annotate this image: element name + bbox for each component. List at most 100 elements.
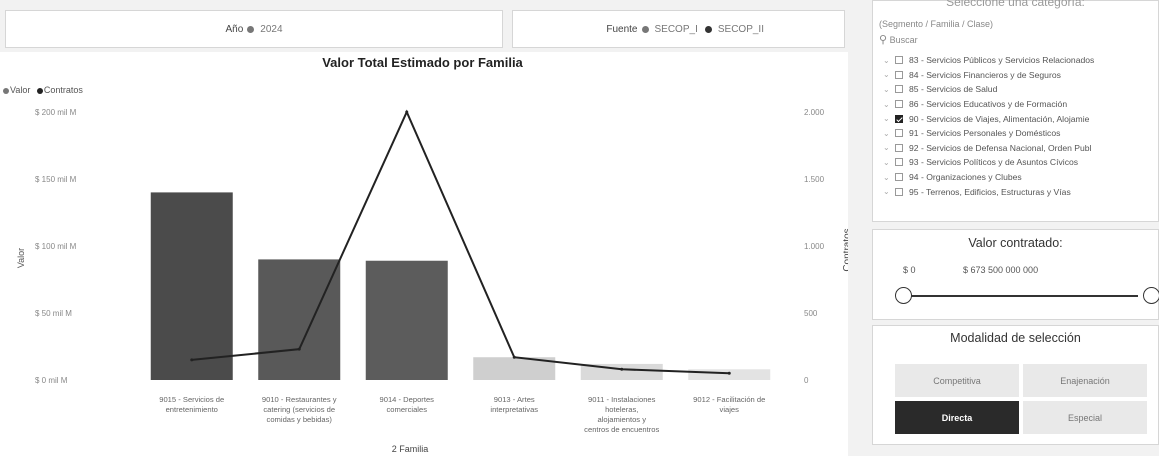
- x-tick-label: 9011 - Instalaciones: [588, 395, 656, 404]
- modalidad-option-especial[interactable]: Especial: [1023, 401, 1147, 434]
- bar-valor[interactable]: [258, 259, 341, 380]
- point-contratos[interactable]: [620, 367, 624, 371]
- category-item[interactable]: ⌄ 95 - Terrenos, Edificios, Estructuras y…: [873, 184, 1158, 199]
- legend-dot-icon: [36, 87, 43, 94]
- category-item-label: 94 - Organizaciones y Clubes: [909, 172, 1022, 183]
- category-item-label: 95 - Terrenos, Edificios, Estructuras y …: [909, 186, 1071, 197]
- category-item-label: 85 - Servicios de Salud: [909, 84, 998, 95]
- category-checkbox[interactable]: [895, 85, 903, 94]
- category-item-label: 86 - Servicios Educativos y de Formación: [909, 99, 1068, 110]
- point-contratos[interactable]: [727, 371, 731, 375]
- category-checkbox[interactable]: [895, 143, 903, 152]
- category-checkbox[interactable]: [895, 158, 903, 167]
- category-panel-title: Seleccione una categoría:: [946, 0, 1085, 9]
- chevron-down-icon[interactable]: ⌄: [883, 99, 890, 109]
- y-tick-label: $ 0 mil M: [35, 376, 68, 385]
- y-axis-label: Valor: [16, 248, 26, 268]
- chart-legend: Valor Contratos: [3, 85, 87, 95]
- category-item[interactable]: ⌄ 86 - Servicios Educativos y de Formació…: [873, 97, 1158, 112]
- modalidad-option-directa[interactable]: Directa: [895, 401, 1019, 434]
- category-checkbox[interactable]: [895, 56, 903, 65]
- category-item-label: 84 - Servicios Financieros y de Seguros: [909, 69, 1061, 80]
- search-icon: ⚲: [879, 34, 888, 46]
- year-filter-dot-icon: [247, 25, 255, 33]
- x-tick-label: catering (servicios de: [263, 405, 335, 414]
- y-tick-label: $ 50 mil M: [35, 309, 72, 318]
- category-item[interactable]: ⌄ 85 - Servicios de Salud: [873, 82, 1158, 97]
- x-tick-label: hoteleras,: [605, 405, 638, 414]
- chevron-down-icon[interactable]: ⌄: [883, 172, 890, 182]
- y2-axis-label: Contratos: [842, 228, 848, 271]
- valor-range-values: $ 0 $ 673 500 000 000: [873, 265, 1158, 275]
- modalidad-option-competitiva[interactable]: Competitiva: [895, 364, 1019, 397]
- source-value-1: SECOP_I: [654, 23, 698, 35]
- chevron-down-icon[interactable]: ⌄: [883, 157, 890, 167]
- year-filter-value: 2024: [260, 23, 283, 35]
- category-list: ⌄ 83 - Servicios Públicos y Servicios Rel…: [873, 53, 1158, 199]
- modalidad-panel-title: Modalidad de selección: [950, 331, 1081, 345]
- category-item-label: 83 - Servicios Públicos y Servicios Rela…: [909, 55, 1095, 66]
- y-tick-label: $ 100 mil M: [35, 242, 77, 251]
- category-item[interactable]: ⌄ 84 - Servicios Financieros y de Seguros: [873, 68, 1158, 83]
- y2-tick-label: 1.500: [804, 175, 825, 184]
- valor-slider-track[interactable]: [903, 295, 1138, 297]
- x-tick-label: 9010 - Restaurantes y: [262, 395, 337, 404]
- x-tick-label: 9014 - Deportes: [380, 395, 435, 404]
- modalidad-option-enajenacion[interactable]: Enajenación: [1023, 364, 1147, 397]
- chevron-down-icon[interactable]: ⌄: [883, 114, 890, 124]
- x-tick-label: entretenimiento: [166, 405, 218, 414]
- category-checkbox[interactable]: [895, 70, 903, 79]
- y2-tick-label: 1.000: [804, 242, 825, 251]
- point-contratos[interactable]: [297, 347, 301, 351]
- point-contratos[interactable]: [190, 358, 194, 362]
- y-tick-label: $ 200 mil M: [35, 108, 77, 117]
- source-value-2: SECOP_II: [717, 23, 764, 35]
- category-item-label: 92 - Servicios de Defensa Nacional, Orde…: [909, 142, 1092, 153]
- source-dot-icon: [704, 25, 712, 33]
- category-checkbox[interactable]: [895, 173, 903, 182]
- bar-valor[interactable]: [473, 357, 556, 380]
- category-item[interactable]: ⌄ 92 - Servicios de Defensa Nacional, Ord…: [873, 141, 1158, 156]
- valor-slider-min-handle[interactable]: [895, 287, 912, 304]
- category-item-label: 90 - Servicios de Viajes, Alimentación, …: [909, 113, 1090, 124]
- chevron-down-icon[interactable]: ⌄: [883, 128, 890, 138]
- point-contratos[interactable]: [512, 355, 516, 359]
- category-item[interactable]: ⌄ 83 - Servicios Públicos y Servicios Rel…: [873, 53, 1158, 68]
- valor-min: $ 0: [903, 265, 916, 275]
- chevron-down-icon[interactable]: ⌄: [883, 84, 890, 94]
- valor-slider-max-handle[interactable]: [1143, 287, 1159, 304]
- chevron-down-icon[interactable]: ⌄: [883, 187, 890, 197]
- chart-plot: $ 0 mil M $ 50 mil M $ 100 mil M $ 150 mil …: [16, 108, 848, 454]
- category-checkbox[interactable]: [895, 187, 903, 196]
- category-item[interactable]: ⌄ 91 - Servicios Personales y Domésticos: [873, 126, 1158, 141]
- y-tick-label: $ 150 mil M: [35, 175, 77, 184]
- legend-dot-icon: [3, 87, 9, 94]
- year-filter[interactable]: Año 2024: [5, 10, 503, 48]
- valor-max: $ 673 500 000 000: [963, 265, 1039, 275]
- category-item[interactable]: ⌄ 90 - Servicios de Viajes, Alimentación,…: [873, 111, 1158, 126]
- x-tick-label: comidas y bebidas): [267, 415, 333, 424]
- category-item-label: 91 - Servicios Personales y Domésticos: [909, 128, 1061, 139]
- bar-valor[interactable]: [150, 192, 233, 380]
- source-filter[interactable]: Fuente SECOP_I SECOP_II: [512, 10, 845, 48]
- chart-title: Valor Total Estimado por Familia: [322, 55, 523, 70]
- chevron-down-icon[interactable]: ⌄: [883, 55, 890, 65]
- category-checkbox[interactable]: [895, 129, 903, 138]
- chevron-down-icon[interactable]: ⌄: [883, 70, 890, 80]
- category-panel-subtitle: (Segmento / Familia / Clase): [879, 19, 994, 29]
- category-item[interactable]: ⌄ 94 - Organizaciones y Clubes: [873, 170, 1158, 185]
- x-tick-label: interpretativas: [490, 405, 538, 414]
- x-axis-label: 2 Familia: [392, 444, 429, 454]
- legend-valor[interactable]: Valor: [10, 85, 31, 95]
- category-checkbox[interactable]: [895, 114, 903, 123]
- chevron-down-icon[interactable]: ⌄: [883, 143, 890, 153]
- point-contratos[interactable]: [405, 110, 409, 114]
- category-item[interactable]: ⌄ 93 - Servicios Políticos y de Asuntos C…: [873, 155, 1158, 170]
- bar-valor[interactable]: [365, 260, 448, 380]
- category-panel: Seleccione una categoría: (Segmento / Fa…: [872, 0, 1159, 222]
- y2-tick-label: 2.000: [804, 108, 825, 117]
- category-checkbox[interactable]: [895, 100, 903, 109]
- legend-contratos[interactable]: Contratos: [43, 85, 83, 95]
- category-search[interactable]: ⚲ Buscar: [873, 31, 1158, 48]
- modalidad-panel: Modalidad de selección Competitiva Enaje…: [872, 325, 1159, 445]
